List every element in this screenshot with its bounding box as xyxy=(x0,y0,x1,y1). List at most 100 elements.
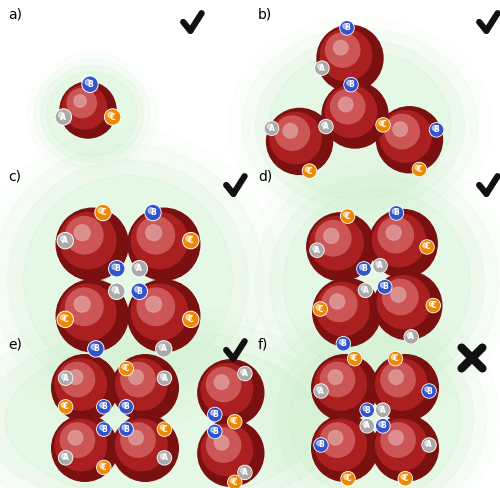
Circle shape xyxy=(382,279,418,315)
Ellipse shape xyxy=(24,176,233,385)
Circle shape xyxy=(376,359,427,410)
Circle shape xyxy=(183,311,199,327)
Circle shape xyxy=(98,401,110,413)
Ellipse shape xyxy=(256,162,498,405)
Circle shape xyxy=(342,210,353,223)
Circle shape xyxy=(378,281,391,293)
Text: B: B xyxy=(364,406,370,415)
Circle shape xyxy=(56,110,70,124)
Text: A: A xyxy=(162,374,168,383)
Circle shape xyxy=(74,225,90,241)
Circle shape xyxy=(357,262,371,276)
Text: B: B xyxy=(136,287,142,296)
Ellipse shape xyxy=(5,341,318,488)
Circle shape xyxy=(401,474,406,479)
Circle shape xyxy=(310,243,324,257)
Circle shape xyxy=(314,303,326,315)
Circle shape xyxy=(112,355,178,421)
Circle shape xyxy=(388,352,402,366)
Text: C: C xyxy=(188,315,194,324)
Circle shape xyxy=(208,407,222,422)
Circle shape xyxy=(121,362,155,397)
Ellipse shape xyxy=(276,323,473,488)
Circle shape xyxy=(206,367,240,402)
Circle shape xyxy=(116,359,167,410)
Circle shape xyxy=(60,372,72,384)
Text: B: B xyxy=(212,427,218,436)
Circle shape xyxy=(186,236,192,242)
Circle shape xyxy=(360,419,374,433)
Circle shape xyxy=(57,311,73,327)
Circle shape xyxy=(60,284,116,340)
Text: A: A xyxy=(362,286,368,295)
Circle shape xyxy=(313,246,318,251)
Circle shape xyxy=(344,78,358,92)
Text: A: A xyxy=(60,113,66,122)
Text: B: B xyxy=(124,402,129,411)
Circle shape xyxy=(74,95,86,107)
Text: A: A xyxy=(136,264,142,273)
Text: B: B xyxy=(101,402,106,411)
Circle shape xyxy=(240,369,246,374)
Circle shape xyxy=(422,438,436,452)
Text: C: C xyxy=(62,315,68,324)
Circle shape xyxy=(129,370,144,385)
Circle shape xyxy=(108,261,124,277)
Circle shape xyxy=(74,296,90,312)
Circle shape xyxy=(56,109,72,125)
Circle shape xyxy=(313,302,327,316)
Circle shape xyxy=(377,119,389,131)
Circle shape xyxy=(320,362,354,397)
Text: A: A xyxy=(62,236,68,245)
Circle shape xyxy=(158,423,170,435)
Text: B: B xyxy=(382,283,388,291)
Circle shape xyxy=(89,342,103,356)
Text: B: B xyxy=(93,345,98,353)
Circle shape xyxy=(348,352,362,366)
Circle shape xyxy=(60,452,72,464)
Circle shape xyxy=(407,333,412,338)
Circle shape xyxy=(201,424,252,476)
Circle shape xyxy=(372,415,438,481)
Ellipse shape xyxy=(256,40,464,210)
Text: A: A xyxy=(364,421,370,430)
Circle shape xyxy=(360,264,364,269)
Circle shape xyxy=(337,338,349,350)
Circle shape xyxy=(160,425,165,430)
Circle shape xyxy=(100,403,104,407)
Circle shape xyxy=(376,262,381,266)
Circle shape xyxy=(159,344,164,350)
Circle shape xyxy=(95,204,111,221)
Text: B: B xyxy=(380,421,386,430)
Circle shape xyxy=(423,439,435,451)
Circle shape xyxy=(420,240,434,254)
Ellipse shape xyxy=(47,72,137,156)
Text: B: B xyxy=(124,425,129,434)
Circle shape xyxy=(369,209,437,278)
Circle shape xyxy=(122,425,127,430)
Circle shape xyxy=(119,362,133,376)
Circle shape xyxy=(121,423,155,457)
Circle shape xyxy=(55,419,106,471)
Circle shape xyxy=(389,370,404,385)
Circle shape xyxy=(184,312,198,326)
Circle shape xyxy=(318,64,322,69)
Text: b): b) xyxy=(258,8,272,22)
Circle shape xyxy=(156,341,172,357)
Text: C: C xyxy=(345,474,351,483)
Ellipse shape xyxy=(40,66,144,163)
Circle shape xyxy=(104,109,120,125)
Circle shape xyxy=(110,284,124,298)
Circle shape xyxy=(376,404,389,416)
Text: B: B xyxy=(348,80,354,89)
Circle shape xyxy=(158,452,170,464)
Circle shape xyxy=(148,208,154,213)
Circle shape xyxy=(341,472,355,486)
Circle shape xyxy=(56,208,128,280)
Circle shape xyxy=(430,123,444,137)
Text: C: C xyxy=(416,165,422,174)
Circle shape xyxy=(380,283,386,287)
Circle shape xyxy=(134,264,140,269)
Circle shape xyxy=(132,213,188,269)
Circle shape xyxy=(238,367,251,380)
